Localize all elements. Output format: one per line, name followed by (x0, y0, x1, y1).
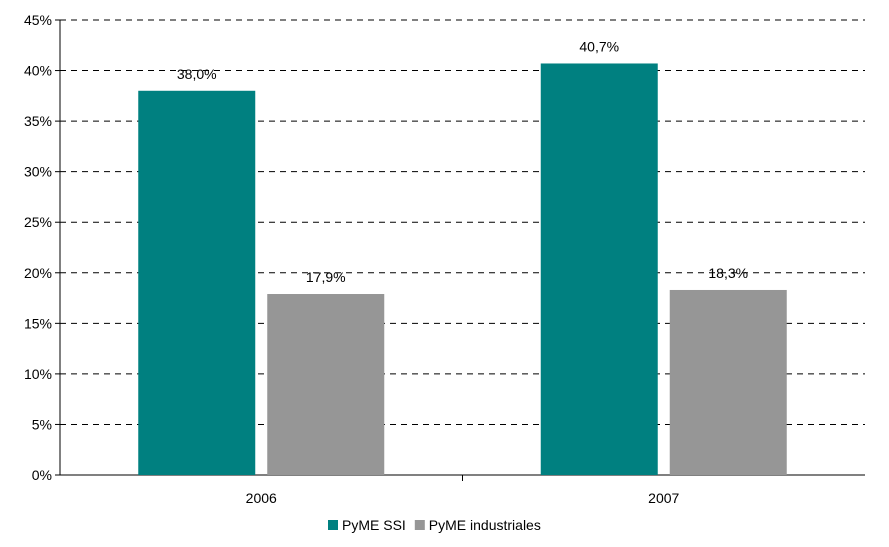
bar (540, 63, 658, 475)
data-label: 18,3% (708, 265, 748, 281)
y-tick-label: 40% (24, 63, 52, 79)
legend: PyME SSI PyME industriales (328, 517, 541, 533)
bar (669, 289, 787, 475)
data-label: 40,7% (579, 38, 619, 54)
data-labels: 38,0% 17,9% 40,7% 18,3% (177, 38, 748, 285)
legend-label: PyME SSI (342, 517, 406, 533)
y-tick-label: 35% (24, 113, 52, 129)
x-tick-label: 2006 (246, 490, 277, 506)
y-tick-label: 45% (24, 12, 52, 28)
bars (138, 63, 787, 476)
y-axis: 0% 5% 10% 15% 20% 25% 30% 35% 40% 45% (24, 12, 61, 483)
y-tick-label: 5% (32, 416, 52, 432)
legend-swatch (414, 520, 425, 530)
data-label: 17,9% (306, 269, 346, 285)
legend-swatch (328, 520, 338, 530)
legend-label: PyME industriales (429, 517, 541, 533)
y-tick-label: 10% (24, 366, 52, 382)
y-tick-label: 0% (32, 467, 52, 483)
bar (267, 294, 385, 475)
y-tick-label: 30% (24, 164, 52, 180)
y-tick-label: 15% (24, 315, 52, 331)
bar (138, 90, 256, 476)
data-label: 38,0% (177, 66, 217, 82)
x-tick-label: 2007 (648, 490, 679, 506)
y-tick-label: 20% (24, 265, 52, 281)
y-tick-label: 25% (24, 214, 52, 230)
x-axis: 2006 2007 (60, 474, 865, 506)
